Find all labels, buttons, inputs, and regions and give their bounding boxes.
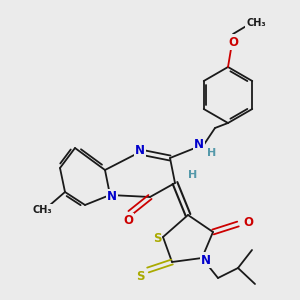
Text: CH₃: CH₃ <box>32 205 52 215</box>
Text: O: O <box>228 35 238 49</box>
Text: N: N <box>135 143 145 157</box>
Text: O: O <box>123 214 133 227</box>
Text: O: O <box>243 215 253 229</box>
Text: N: N <box>107 190 117 203</box>
Text: H: H <box>188 170 198 180</box>
Text: S: S <box>153 232 161 245</box>
Text: H: H <box>207 148 217 158</box>
Text: S: S <box>136 269 144 283</box>
Text: CH₃: CH₃ <box>246 18 266 28</box>
Text: N: N <box>194 139 204 152</box>
Text: N: N <box>201 254 211 266</box>
